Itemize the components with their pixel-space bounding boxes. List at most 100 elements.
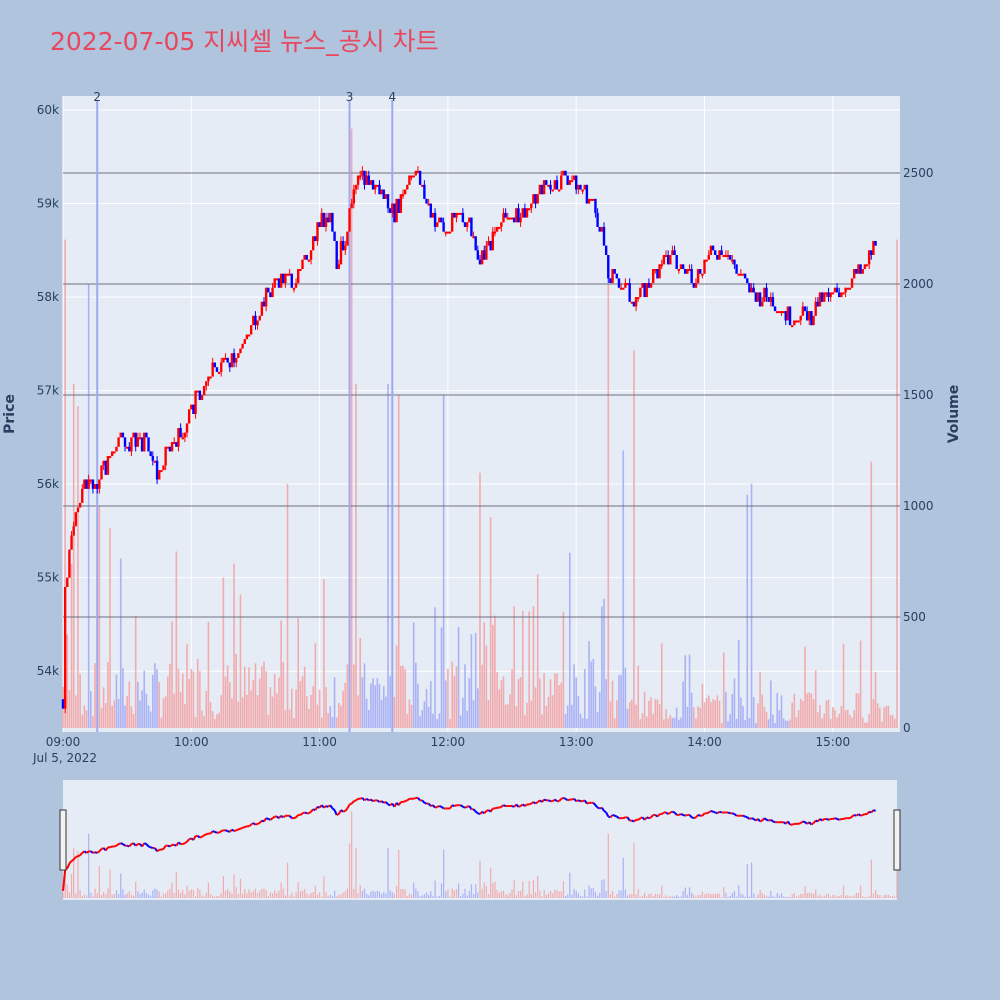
volume-bar <box>707 695 710 728</box>
candle-body <box>168 446 172 452</box>
candle-body <box>369 180 373 185</box>
volume-reference-lines <box>63 172 900 618</box>
slider-price-segment <box>323 805 327 809</box>
volume-bar <box>115 674 118 728</box>
slider-volume-bar <box>274 890 276 898</box>
slider-price-segment <box>853 813 857 817</box>
volume-bar <box>464 664 466 728</box>
candle-body <box>314 236 317 241</box>
main-plot-area[interactable] <box>63 96 900 732</box>
range-slider-left-handle[interactable] <box>59 809 67 871</box>
slider-volume-bar <box>319 892 321 898</box>
candle-body <box>273 278 276 288</box>
slider-price-segment <box>616 815 620 819</box>
slider-price-segment <box>802 820 806 824</box>
slider-volume-bar <box>778 895 780 898</box>
candle-body <box>699 269 702 274</box>
volume-bar <box>199 671 201 728</box>
volume-bar <box>812 699 815 728</box>
slider-price-segment <box>62 869 67 892</box>
slider-price-segment <box>79 852 83 857</box>
news-marker-label: 4 <box>388 90 396 104</box>
slider-volume-bar <box>368 895 370 898</box>
volume-bar <box>778 710 781 728</box>
volume-bar <box>389 676 391 728</box>
slider-volume-bar <box>609 894 612 898</box>
volume-bar <box>286 483 289 728</box>
candle-body <box>162 465 165 471</box>
candle-body <box>778 311 781 314</box>
candle-body <box>448 231 452 234</box>
candle-body <box>692 283 696 288</box>
slider-price-segment <box>342 809 346 813</box>
volume-bar <box>626 708 629 728</box>
slider-price-segment <box>325 805 329 808</box>
volume-bar <box>248 667 250 728</box>
candle-body <box>406 184 409 190</box>
volume-bar <box>342 690 344 728</box>
slider-price-segment <box>162 845 167 850</box>
slider-volume-bar <box>541 896 543 898</box>
volume-bar <box>639 719 642 728</box>
candle-body <box>754 292 758 302</box>
slider-volume-bar <box>883 895 885 898</box>
slider-price-segment <box>594 804 599 809</box>
volume-bar <box>688 654 691 728</box>
candle-body <box>679 264 683 270</box>
volume-bar <box>291 688 293 728</box>
volume-bar <box>408 699 411 728</box>
volume-bar <box>303 666 306 728</box>
slider-price-segment <box>787 820 791 826</box>
slider-volume-bar <box>284 895 286 898</box>
volume-bar <box>502 676 505 728</box>
volume-bar <box>353 664 355 728</box>
slider-price-segment <box>515 803 520 808</box>
candle-body <box>855 269 858 274</box>
candle-body <box>731 259 734 262</box>
candle-body <box>282 273 285 284</box>
slider-price-segment <box>475 810 479 815</box>
volume-bar <box>780 695 783 728</box>
volume-bar <box>793 693 796 728</box>
candle-body <box>279 273 283 288</box>
range-slider-right-handle[interactable] <box>893 809 901 871</box>
candle-body <box>138 437 142 440</box>
volume-bar <box>842 643 845 728</box>
slider-volume-bar <box>703 894 706 898</box>
volume-bar <box>716 695 719 728</box>
candle-body <box>724 255 728 257</box>
candle-body <box>433 212 437 227</box>
slider-volume-bar <box>845 895 847 898</box>
price-tick-label: 59k <box>37 197 59 211</box>
slider-price-segment <box>72 856 77 861</box>
candle-body <box>553 180 557 190</box>
slider-price-segment <box>464 805 468 809</box>
volume-bar <box>806 693 808 728</box>
slider-price-segment <box>148 845 152 849</box>
slider-volume-bar <box>648 894 650 898</box>
time-tick-label: 13:00 <box>559 735 594 749</box>
volume-bar <box>663 719 665 728</box>
candle-body <box>799 315 802 321</box>
volume-bar <box>558 685 560 728</box>
candle-body <box>262 301 266 307</box>
candle-body <box>812 315 815 326</box>
slider-price-segment <box>849 815 853 819</box>
slider-price-segment <box>612 813 616 817</box>
candle-body <box>235 357 238 363</box>
volume-bar <box>406 714 409 728</box>
candle-body <box>78 502 82 508</box>
candle-body <box>198 390 202 400</box>
slider-price-segment <box>220 829 224 833</box>
slider-volume-bar <box>669 896 671 898</box>
volume-bar <box>429 680 432 728</box>
candle-body <box>408 175 411 185</box>
slider-price-segment <box>312 808 316 812</box>
slider-price-segment <box>70 858 75 862</box>
candle-body <box>743 273 747 279</box>
slider-volume-bar <box>678 896 680 898</box>
slider-volume-bar <box>385 893 387 898</box>
slider-volume-bar <box>562 881 564 898</box>
slider-volume-bar <box>755 897 757 898</box>
